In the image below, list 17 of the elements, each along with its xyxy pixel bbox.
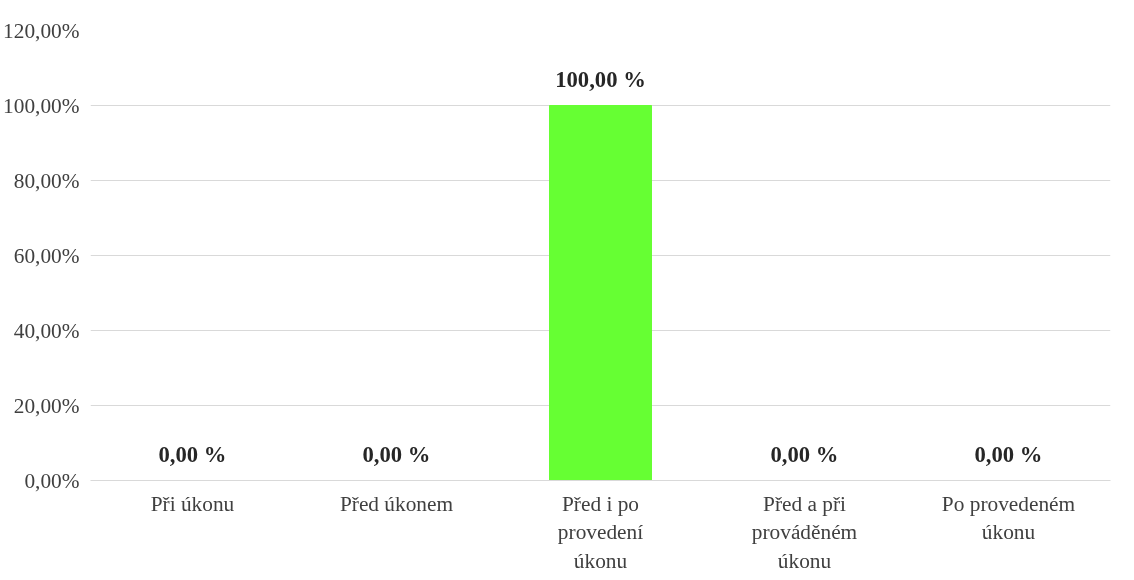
x-tick-label: Po provedeném úkonu bbox=[941, 491, 1076, 545]
y-tick-label: 80,00% bbox=[13, 168, 80, 193]
data-label: 0,00 % bbox=[974, 441, 1043, 467]
y-tick-label: 120,00% bbox=[3, 18, 80, 43]
data-label: 0,00 % bbox=[158, 441, 227, 467]
data-label: 0,00 % bbox=[770, 441, 839, 467]
x-tick-label: Před úkonem bbox=[339, 491, 454, 516]
data-label: 0,00 % bbox=[362, 441, 431, 467]
y-tick-label: 60,00% bbox=[13, 243, 80, 268]
y-tick-label: 20,00% bbox=[13, 393, 80, 418]
x-tick-label: Při úkonu bbox=[150, 491, 235, 516]
x-tick-label: Před i po provedení úkonu bbox=[557, 491, 644, 574]
y-tick-label: 100,00% bbox=[3, 93, 80, 118]
x-tick-label: Před a při prováděném úkonu bbox=[751, 491, 858, 574]
y-tick-label: 0,00% bbox=[24, 468, 80, 493]
y-tick-label: 40,00% bbox=[13, 318, 80, 343]
data-label: 100,00 % bbox=[555, 66, 646, 92]
